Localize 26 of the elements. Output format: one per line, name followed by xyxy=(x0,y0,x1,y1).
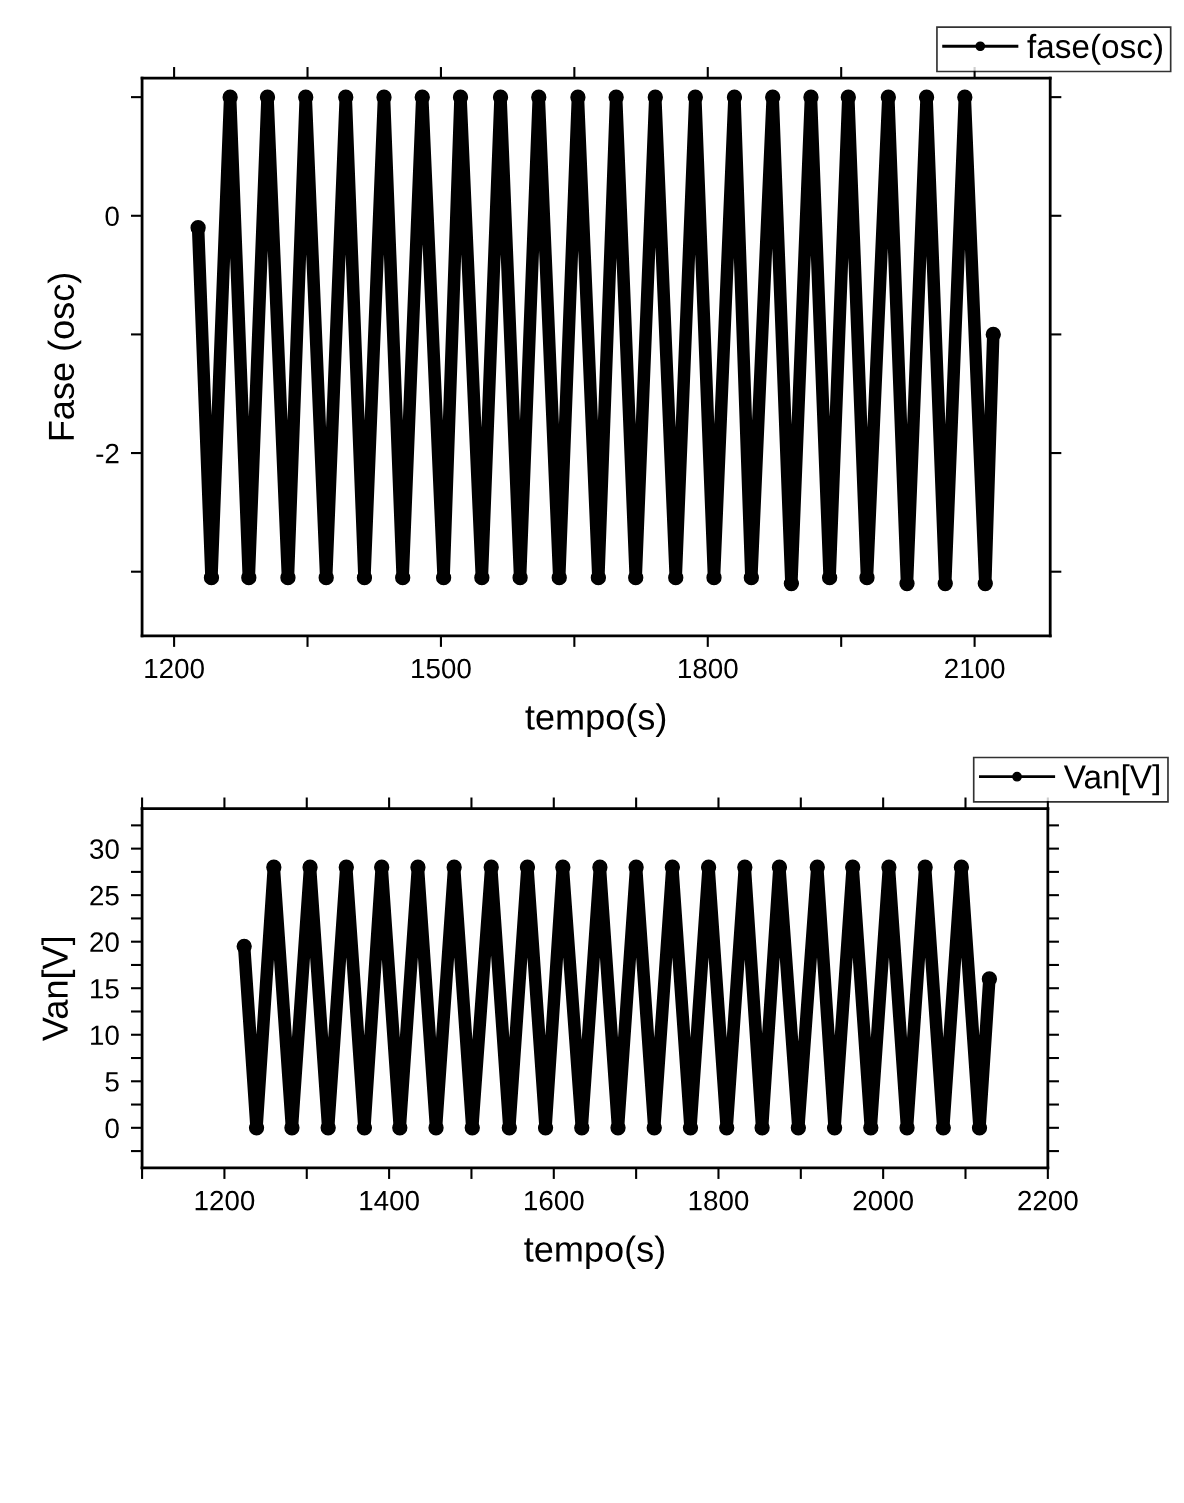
x-tick-label: 1600 xyxy=(525,1190,584,1211)
y-tick-label: 10 xyxy=(91,1025,119,1046)
x-axis-title: tempo(s) xyxy=(524,1235,664,1270)
y-tick-label: 30 xyxy=(90,839,119,859)
legend-label: fase(osc) xyxy=(1027,33,1162,65)
point xyxy=(236,938,252,954)
x-tick-label: 1800 xyxy=(678,658,738,679)
y-tick-label: 25 xyxy=(90,885,119,906)
y-tick-label: 0 xyxy=(105,206,119,227)
x-tick-label: 2000 xyxy=(853,1190,913,1211)
x-tick-label: 2100 xyxy=(945,658,1005,679)
y-tick-label: 0 xyxy=(105,1118,119,1139)
x-tick-label: 2200 xyxy=(1018,1190,1078,1211)
y-tick-label: -2 xyxy=(96,443,119,464)
x-tick-label: 1200 xyxy=(195,1190,255,1211)
y-tick-label: 15 xyxy=(91,979,119,999)
x-tick-label: 1400 xyxy=(360,1190,419,1211)
y-tick-label: 20 xyxy=(90,932,119,953)
legend-label: Van[V] xyxy=(1063,764,1159,796)
y-axis-title: Fase (osc) xyxy=(47,273,82,440)
x-axis-title: tempo(s) xyxy=(525,703,666,737)
y-axis-title: Van[V] xyxy=(41,937,76,1041)
y-tick-label: 5 xyxy=(105,1072,119,1092)
x-tick-label: 1800 xyxy=(689,1190,749,1211)
x-tick-label: 1200 xyxy=(145,658,204,679)
x-tick-label: 1500 xyxy=(412,658,471,679)
